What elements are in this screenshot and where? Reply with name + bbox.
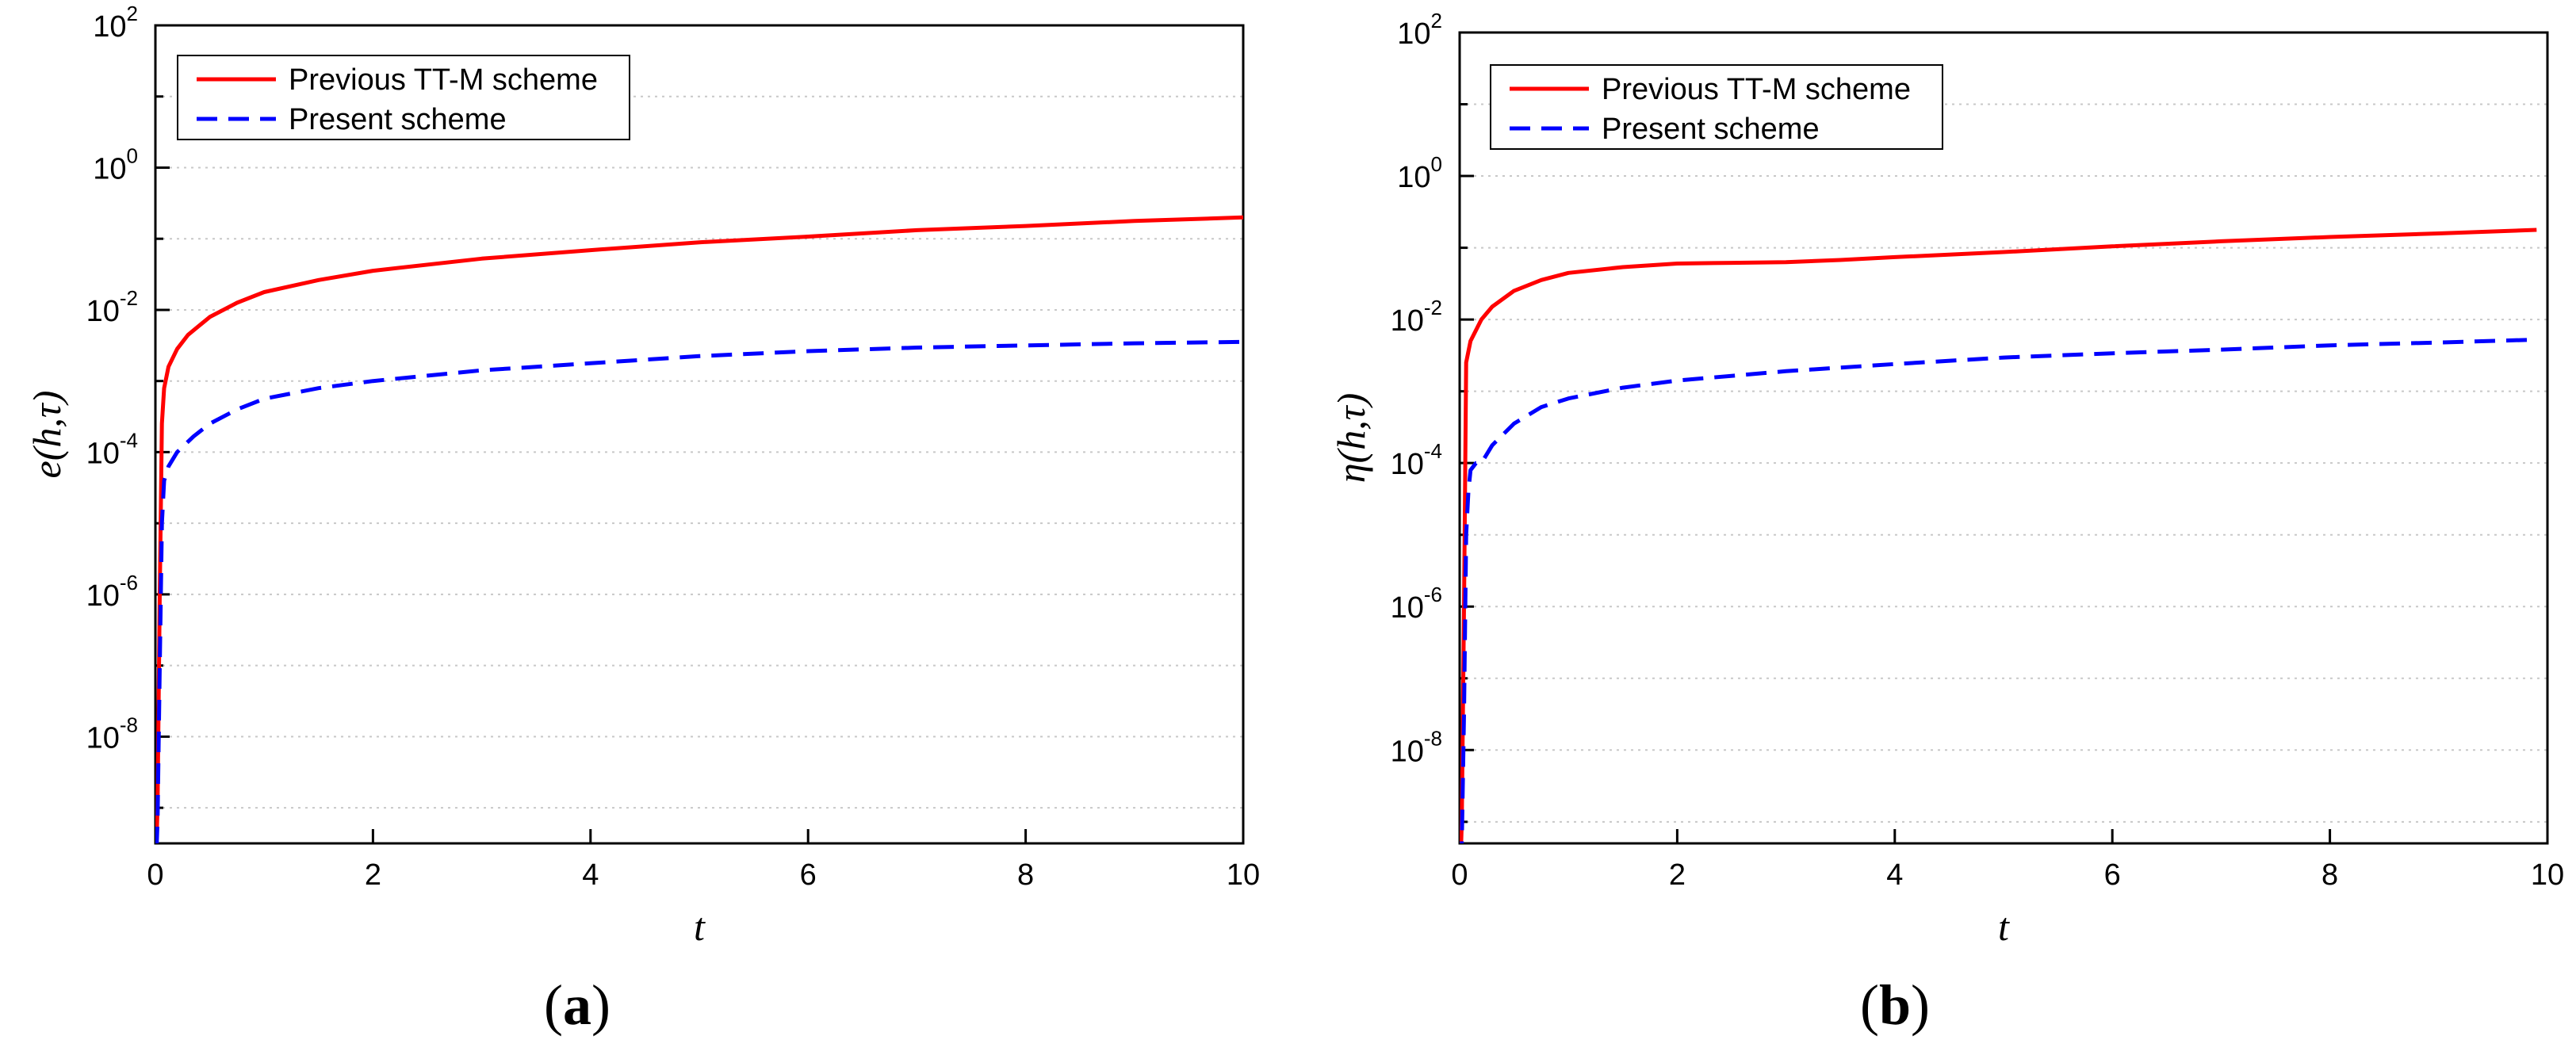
series-group <box>155 215 1243 843</box>
y-tick-label: 10-2 <box>1391 296 1442 338</box>
legend-label: Previous TT-M scheme <box>1602 73 1911 106</box>
y-tick-label: 102 <box>93 2 138 44</box>
x-tick-label: 2 <box>365 858 381 892</box>
y-tick-label: 100 <box>93 143 138 185</box>
y-tick-label: 100 <box>1397 152 1442 194</box>
x-axis-title: t <box>1998 904 2010 949</box>
x-tick-label: 6 <box>800 858 817 892</box>
panel-label: (b) <box>1860 973 1930 1037</box>
x-tick-label: 2 <box>1669 858 1686 892</box>
y-tick-label: 10-2 <box>86 286 138 328</box>
y-tick-label: 10-8 <box>86 713 138 755</box>
x-tick-label: 8 <box>2321 858 2338 892</box>
x-tick-label: 8 <box>1017 858 1034 892</box>
x-tick-label: 10 <box>2531 858 2564 892</box>
legend-box <box>177 55 630 140</box>
plot-frame <box>154 24 1245 845</box>
x-tick-label: 4 <box>1886 858 1903 892</box>
y-axis-title: e(h,τ) <box>25 391 69 479</box>
y-tick-label: 10-6 <box>86 571 138 613</box>
x-tick-label: 4 <box>582 858 599 892</box>
legend-label: Present scheme <box>1602 113 1820 146</box>
series-line-present-scheme <box>155 339 1243 843</box>
y-tick-label: 10-8 <box>1391 726 1442 768</box>
series-line-present-scheme <box>1460 338 2537 843</box>
series-line-previous-tt-m-scheme <box>1460 227 2537 843</box>
x-tick-label: 0 <box>1451 858 1468 892</box>
y-tick-label: 102 <box>1397 9 1442 51</box>
x-tick-label: 6 <box>2104 858 2121 892</box>
y-tick-label: 10-6 <box>1391 583 1442 625</box>
chart-panel-b: 0 2 4 6 8 10 10-8 10-6 10-4 10-2 100 102 Previous TT… <box>1329 9 2564 1037</box>
series-group <box>1460 227 2537 843</box>
panel-label: (a) <box>544 973 611 1037</box>
legend-box <box>1490 64 1943 150</box>
legend-label: Previous TT-M scheme <box>289 63 598 97</box>
series-line-previous-tt-m-scheme <box>155 215 1243 843</box>
x-axis-title: t <box>694 904 706 949</box>
x-tick-label: 0 <box>147 858 163 892</box>
legend-label: Present scheme <box>289 103 507 136</box>
plot-frame <box>1458 31 2549 845</box>
y-tick-label: 10-4 <box>1391 439 1442 481</box>
chart-panel-a: 0 2 4 6 8 10 10-8 10-6 10-4 10-2 100 102 Previous TT… <box>25 2 1260 1037</box>
x-tick-label: 10 <box>1227 858 1260 892</box>
y-tick-label: 10-4 <box>86 428 138 470</box>
y-axis-title: η(h,τ) <box>1329 393 1373 484</box>
